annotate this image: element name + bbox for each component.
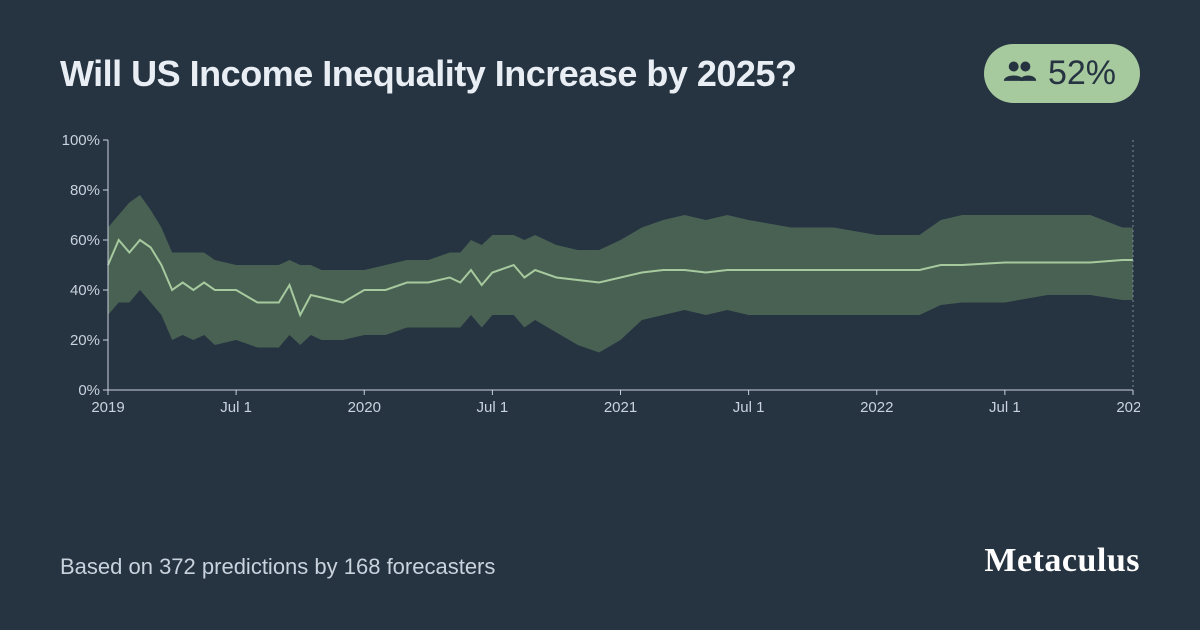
x-tick-label: 2022 [860, 399, 893, 416]
x-tick-label: Jul 1 [477, 399, 509, 416]
y-tick-label: 0% [78, 382, 100, 399]
x-tick-label: Jul 1 [733, 399, 765, 416]
confidence-band [108, 195, 1133, 353]
community-prediction-badge: 52% [984, 44, 1140, 103]
brand-logo: Metaculus [984, 542, 1140, 580]
x-tick-label: 2020 [348, 399, 381, 416]
footer: Based on 372 predictions by 168 forecast… [60, 542, 1140, 580]
x-tick-label: 2019 [91, 399, 124, 416]
x-tick-label: 2023 [1116, 399, 1140, 416]
y-tick-label: 20% [70, 332, 100, 349]
people-icon [1002, 59, 1038, 88]
x-tick-label: Jul 1 [989, 399, 1021, 416]
prediction-count-note: Based on 372 predictions by 168 forecast… [60, 554, 495, 580]
prediction-value: 52% [1048, 54, 1116, 93]
y-tick-label: 100% [62, 132, 100, 149]
header: Will US Income Inequality Increase by 20… [60, 44, 1140, 103]
y-tick-label: 60% [70, 232, 100, 249]
y-tick-label: 80% [70, 182, 100, 199]
y-tick-label: 40% [70, 282, 100, 299]
x-tick-label: Jul 1 [220, 399, 252, 416]
forecast-chart: 0% 20% 40% 60% 80% 100% 2019 Jul 1 2020 Jul 1 2021… [60, 130, 1140, 430]
x-tick-label: 2021 [604, 399, 637, 416]
page-title: Will US Income Inequality Increase by 20… [60, 53, 796, 95]
